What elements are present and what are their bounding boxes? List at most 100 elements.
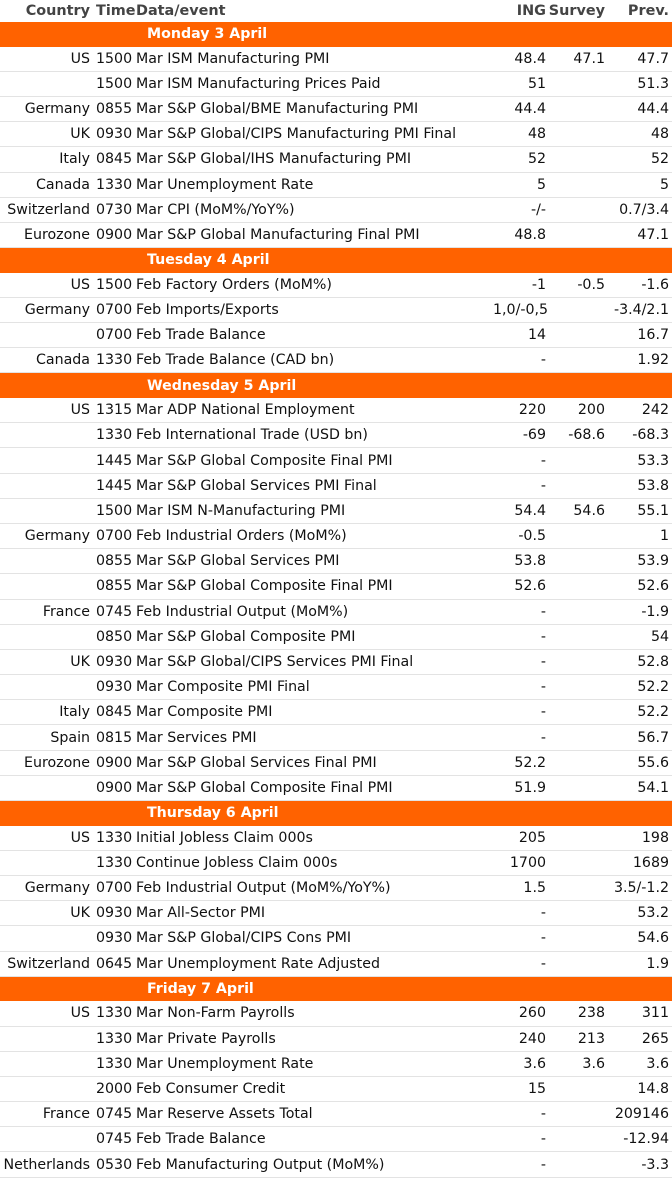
table-row: US 1330 Mar Non-Farm Payrolls 260 238 311 <box>0 1001 672 1027</box>
cell-time: 0700 <box>96 528 133 545</box>
cell-ing: 260 <box>518 1005 546 1022</box>
cell-country: US <box>70 1005 90 1022</box>
cell-ing: 1.5 <box>523 880 546 897</box>
cell-survey: 238 <box>577 1005 605 1022</box>
cell-event: Mar S&P Global Services Final PMI <box>136 754 377 771</box>
cell-time: 0900 <box>96 754 133 771</box>
cell-prev: 52.2 <box>637 679 669 696</box>
cell-ing: -69 <box>522 427 546 444</box>
cell-country: UK <box>70 654 90 670</box>
cell-time: 0645 <box>96 955 133 972</box>
cell-ing: 3.6 <box>523 1055 546 1072</box>
cell-prev: 1689 <box>632 854 669 871</box>
cell-event: Mar Non-Farm Payrolls <box>136 1005 295 1022</box>
cell-time: 1500 <box>96 50 133 67</box>
cell-ing: 52.2 <box>514 754 546 771</box>
cell-prev: 44.4 <box>637 101 669 118</box>
cell-event: Feb Industrial Output (MoM%/YoY%) <box>136 880 391 897</box>
cell-country: Canada <box>36 176 90 193</box>
cell-time: 1445 <box>96 477 133 494</box>
cell-country: France <box>42 603 90 620</box>
cell-event: Mar Composite PMI Final <box>136 679 310 696</box>
cell-country: Netherlands <box>3 1156 90 1173</box>
table-row: US 1330 Initial Jobless Claim 000s 205 198 <box>0 826 672 851</box>
cell-ing: -0.5 <box>518 528 546 545</box>
table-row: 0930 Mar Composite PMI Final - 52.2 <box>0 675 672 701</box>
day-title: Tuesday 4 April <box>147 252 270 269</box>
cell-time: 0930 <box>96 679 133 696</box>
cell-prev: -68.3 <box>632 427 669 444</box>
cell-prev: 198 <box>641 829 669 846</box>
cell-event: Mar S&P Global Composite PMI <box>136 628 356 645</box>
cell-time: 0745 <box>96 1106 133 1123</box>
cell-prev: -12.94 <box>623 1131 669 1148</box>
cell-time: 0845 <box>96 704 133 721</box>
cell-event: Mar ISM Manufacturing PMI <box>136 50 330 67</box>
header-ing: ING <box>516 3 546 19</box>
cell-country: Germany <box>24 101 90 118</box>
table-row: Switzerland 0645 Mar Unemployment Rate Adj… <box>0 952 672 977</box>
table-row: 0745 Feb Trade Balance - -12.94 <box>0 1127 672 1153</box>
cell-ing: 54.4 <box>514 502 546 519</box>
cell-prev: 209146 <box>614 1106 669 1123</box>
cell-ing: - <box>540 603 546 620</box>
table-row: Eurozone 0900 Mar S&P Global Manufacturing… <box>0 223 672 249</box>
cell-prev: 3.5/-1.2 <box>613 880 669 897</box>
cell-event: Mar S&P Global/CIPS Manufacturing PMI Fi… <box>136 126 457 143</box>
day-header: Friday 7 April <box>0 976 672 1002</box>
cell-prev: 51.3 <box>637 75 669 92</box>
cell-prev: 48 <box>650 126 669 143</box>
table-row: 0850 Mar S&P Global Composite PMI - 54 <box>0 625 672 650</box>
cell-event: Mar ADP National Employment <box>136 402 355 419</box>
cell-prev: 16.7 <box>637 327 669 344</box>
cell-ing: 48 <box>527 126 546 143</box>
cell-ing: - <box>540 729 546 746</box>
day-header: Tuesday 4 April <box>0 248 672 273</box>
table-row: US 1500 Feb Factory Orders (MoM%) -1 -0.5 -1.… <box>0 273 672 298</box>
cell-time: 1500 <box>96 276 133 293</box>
table-row: 0855 Mar S&P Global Composite Final PMI 52… <box>0 574 672 600</box>
cell-time: 0700 <box>96 301 133 318</box>
cell-event: Mar ISM Manufacturing Prices Paid <box>136 75 381 92</box>
cell-country: Italy <box>59 704 90 721</box>
table-row: 0700 Feb Trade Balance 14 16.7 <box>0 323 672 349</box>
cell-time: 1330 <box>96 176 133 193</box>
table-row: Germany 0700 Feb Industrial Orders (MoM%) -… <box>0 524 672 550</box>
cell-prev: 54.6 <box>637 930 669 947</box>
cell-event: Mar Unemployment Rate Adjusted <box>136 955 380 972</box>
cell-ing: - <box>540 704 546 721</box>
cell-time: 0815 <box>96 729 133 746</box>
cell-prev: 52 <box>650 151 669 168</box>
cell-ing: 53.8 <box>514 553 546 570</box>
cell-event: Mar S&P Global/IHS Manufacturing PMI <box>136 151 412 168</box>
cell-event: Feb Imports/Exports <box>136 301 279 318</box>
cell-country: Germany <box>24 301 90 318</box>
cell-time: 0855 <box>96 553 133 570</box>
cell-time: 1445 <box>96 452 133 469</box>
table-row: Germany 0700 Feb Industrial Output (MoM%/Y… <box>0 876 672 902</box>
cell-survey: 54.6 <box>573 502 605 519</box>
table-row: Spain 0815 Mar Services PMI - 56.7 <box>0 725 672 751</box>
cell-prev: 311 <box>641 1005 669 1022</box>
cell-ing: - <box>540 679 546 696</box>
cell-event: Feb Consumer Credit <box>136 1081 286 1097</box>
cell-survey: 47.1 <box>573 50 605 67</box>
day-header: Monday 3 April <box>0 22 672 47</box>
header-prev: Prev. <box>627 3 669 19</box>
table-row: 2000 Feb Consumer Credit 15 14.8 <box>0 1077 672 1103</box>
cell-country: France <box>42 1106 90 1123</box>
cell-prev: -3.4/2.1 <box>613 301 669 318</box>
cell-ing: - <box>540 628 546 645</box>
cell-ing: - <box>540 452 546 469</box>
cell-prev: 5 <box>659 176 669 193</box>
table-row: Italy 0845 Mar Composite PMI - 52.2 <box>0 700 672 726</box>
table-row: 0900 Mar S&P Global Composite Final PMI 51… <box>0 776 672 802</box>
cell-time: 0845 <box>96 151 133 168</box>
cell-event: Mar CPI (MoM%/YoY%) <box>136 201 295 218</box>
cell-prev: 47.7 <box>637 50 669 67</box>
cell-ing: 52 <box>527 151 546 168</box>
cell-country: US <box>70 50 90 67</box>
cell-ing: - <box>540 1106 546 1123</box>
cell-time: 1330 <box>96 1055 133 1072</box>
cell-ing: - <box>540 654 546 670</box>
